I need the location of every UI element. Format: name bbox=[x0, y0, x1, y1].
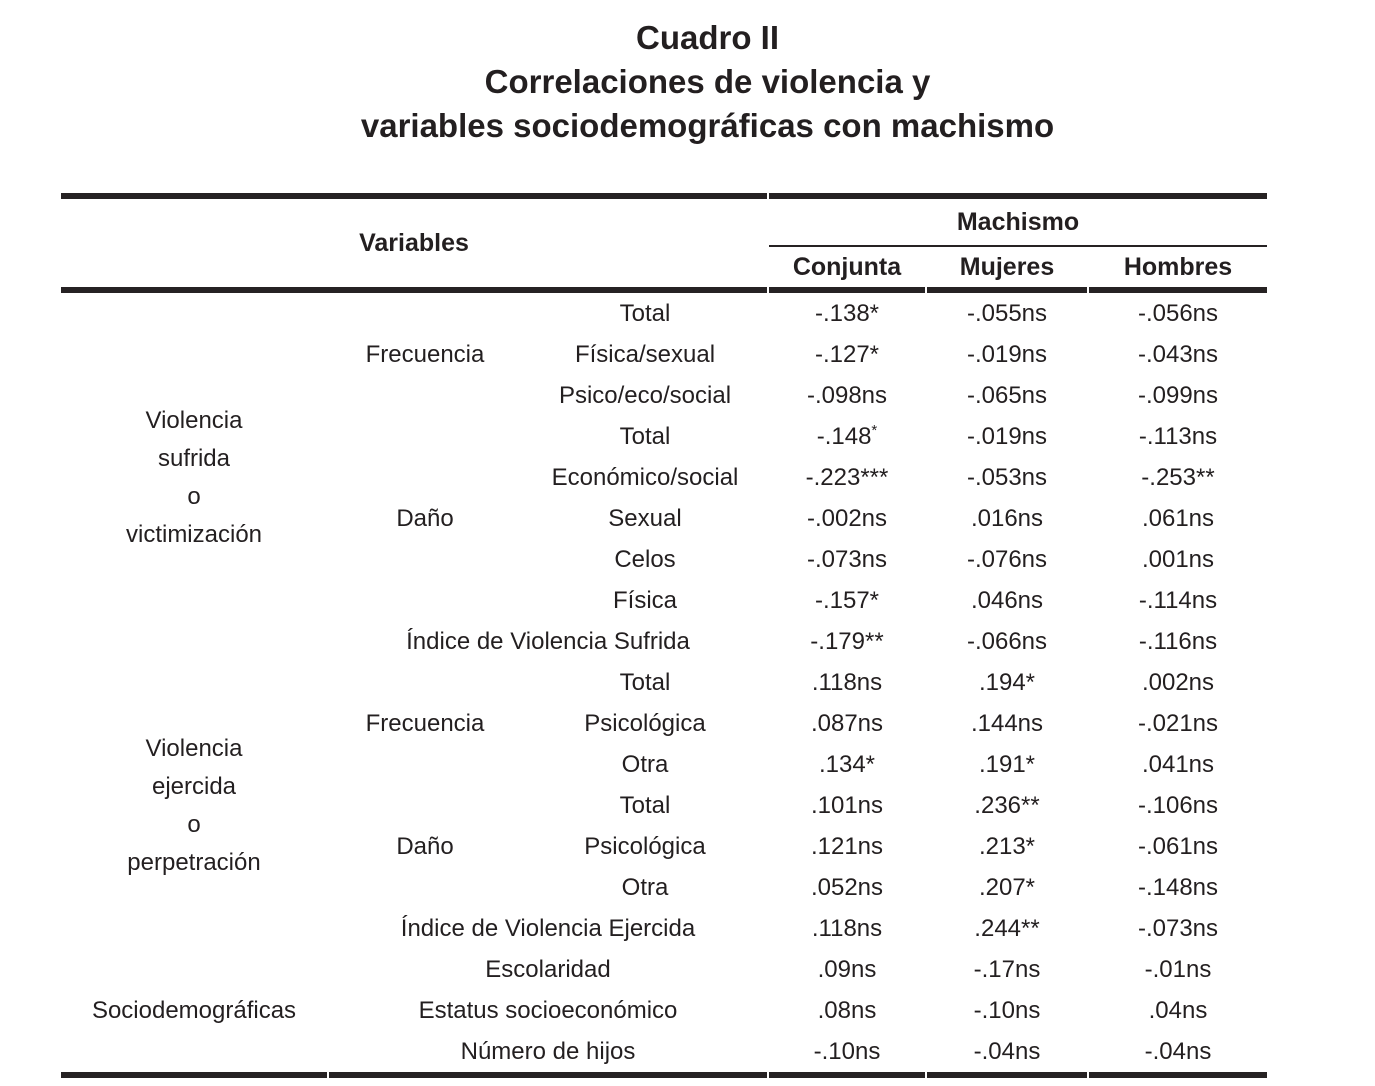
value-hombres: -.01ns bbox=[1144, 955, 1212, 983]
value-conjunta: -.157* bbox=[814, 586, 880, 614]
value-mujeres: .046ns bbox=[970, 586, 1044, 614]
value-mujeres: -.019ns bbox=[966, 340, 1048, 368]
variable-cell: Escolaridad bbox=[485, 955, 611, 983]
significance-asterisk: * bbox=[871, 421, 878, 439]
value-mujeres: -.17ns bbox=[973, 955, 1041, 983]
group-cell: Violencia ejercida o perpetración bbox=[127, 734, 261, 876]
value-mujeres: .244** bbox=[974, 914, 1040, 942]
value-mujeres: -.04ns bbox=[927, 1031, 1087, 1078]
index-variable-cell: Índice de Violencia Sufrida bbox=[406, 627, 690, 655]
value-conjunta: -.073ns bbox=[806, 545, 888, 573]
value-conjunta: .08ns bbox=[817, 996, 877, 1024]
variable-cell: Total bbox=[619, 791, 671, 819]
value-conjunta: -.098ns bbox=[806, 381, 888, 409]
value-hombres: -.021ns bbox=[1137, 709, 1219, 737]
value-hombres: -.253** bbox=[1141, 463, 1215, 491]
value-mujeres: -.10ns bbox=[973, 996, 1041, 1024]
value-hombres: -.099ns bbox=[1137, 381, 1219, 409]
value-hombres: -.116ns bbox=[1138, 627, 1218, 655]
value-conjunta: .052ns bbox=[810, 873, 884, 901]
value-conjunta: .101ns bbox=[810, 791, 884, 819]
value-conjunta: -.127* bbox=[814, 340, 880, 368]
value-hombres: -.114ns bbox=[1138, 586, 1218, 614]
title-line-2: Correlaciones de violencia y bbox=[484, 63, 931, 100]
value-mujeres: .191* bbox=[978, 750, 1036, 778]
value-hombres: -.061ns bbox=[1137, 832, 1219, 860]
value-mujeres: -.065ns bbox=[966, 381, 1048, 409]
group-cell: Violencia sufrida o victimización bbox=[125, 406, 263, 548]
value-mujeres: .213* bbox=[978, 832, 1036, 860]
subgroup-cell: Daño bbox=[396, 832, 454, 860]
value-mujeres: -.066ns bbox=[966, 627, 1048, 655]
subgroup-cell: Frecuencia bbox=[365, 340, 485, 368]
variable-cell: Física bbox=[612, 586, 677, 614]
value-hombres: -.148ns bbox=[1137, 873, 1219, 901]
machismo-header: Machismo bbox=[769, 193, 1267, 247]
variables-header: Variables bbox=[61, 193, 767, 293]
value-hombres: .001ns bbox=[1141, 545, 1215, 573]
value-mujeres: .236** bbox=[974, 791, 1040, 819]
variable-cell: Estatus socioeconómico bbox=[418, 996, 678, 1024]
value-hombres: .041ns bbox=[1141, 750, 1215, 778]
value-hombres: .04ns bbox=[1148, 996, 1208, 1024]
variable-cell: Económico/social bbox=[551, 463, 739, 491]
value-conjunta: .087ns bbox=[810, 709, 884, 737]
hombres-header: Hombres bbox=[1089, 247, 1267, 293]
value-mujeres: -.076ns bbox=[966, 545, 1048, 573]
variable-cell: Psicológica bbox=[584, 709, 706, 737]
subgroup-cell: Frecuencia bbox=[365, 709, 485, 737]
variable-cell: Otra bbox=[621, 873, 669, 901]
table-title: Cuadro II Correlaciones de violencia y v… bbox=[40, 16, 1375, 148]
conjunta-header: Conjunta bbox=[769, 247, 925, 293]
variable-cell: Celos bbox=[614, 545, 676, 573]
value-conjunta: -.002ns bbox=[806, 504, 888, 532]
variable-cell: Sexual bbox=[608, 504, 682, 532]
value-mujeres: -.055ns bbox=[966, 299, 1048, 327]
title-line-3: variables sociodemográficas con machismo bbox=[360, 107, 1055, 144]
value-conjunta: -.10ns bbox=[769, 1031, 925, 1078]
subgroup-cell: Daño bbox=[396, 504, 454, 532]
value-hombres: .061ns bbox=[1141, 504, 1215, 532]
variable-cell: Psico/eco/social bbox=[558, 381, 732, 409]
variable-cell: Total bbox=[619, 422, 671, 450]
value-hombres: -.113ns bbox=[1138, 422, 1218, 450]
value-hombres: .002ns bbox=[1141, 668, 1215, 696]
value-conjunta: .09ns bbox=[817, 955, 877, 983]
value-conjunta: .118ns bbox=[811, 914, 883, 942]
value-conjunta: -.223*** bbox=[805, 463, 889, 491]
value-conjunta: -.148* bbox=[769, 416, 925, 457]
value-hombres: -.056ns bbox=[1137, 299, 1219, 327]
value-hombres: -.04ns bbox=[1089, 1031, 1267, 1078]
index-variable-cell: Índice de Violencia Ejercida bbox=[400, 914, 696, 942]
variable-cell: Física/sexual bbox=[574, 340, 716, 368]
value-mujeres: .207* bbox=[978, 873, 1036, 901]
value-mujeres: -.053ns bbox=[966, 463, 1048, 491]
variable-cell: Psicológica bbox=[584, 832, 706, 860]
value-mujeres: .144ns bbox=[970, 709, 1044, 737]
value-hombres: -.073ns bbox=[1137, 914, 1219, 942]
variable-cell: Otra bbox=[621, 750, 669, 778]
value-mujeres: -.019ns bbox=[966, 422, 1048, 450]
mujeres-header: Mujeres bbox=[927, 247, 1087, 293]
value-text: -.148 bbox=[816, 422, 872, 450]
value-conjunta: -.179** bbox=[810, 627, 884, 655]
title-line-1: Cuadro II bbox=[635, 19, 779, 56]
value-mujeres: .016ns bbox=[970, 504, 1044, 532]
value-conjunta: .121ns bbox=[810, 832, 884, 860]
value-hombres: -.106ns bbox=[1137, 791, 1219, 819]
variable-cell: Total bbox=[619, 668, 671, 696]
value-conjunta: .134* bbox=[818, 750, 876, 778]
value-conjunta: -.138* bbox=[814, 299, 880, 327]
correlations-table: Variables Machismo Conjunta Mujeres Homb… bbox=[59, 193, 1269, 1078]
value-conjunta: .118ns bbox=[811, 668, 883, 696]
variable-cell: Número de hijos bbox=[329, 1031, 767, 1078]
value-hombres: -.043ns bbox=[1137, 340, 1219, 368]
group-cell: Sociodemográficas bbox=[61, 949, 327, 1078]
value-mujeres: .194* bbox=[978, 668, 1036, 696]
variable-cell: Total bbox=[619, 299, 671, 327]
